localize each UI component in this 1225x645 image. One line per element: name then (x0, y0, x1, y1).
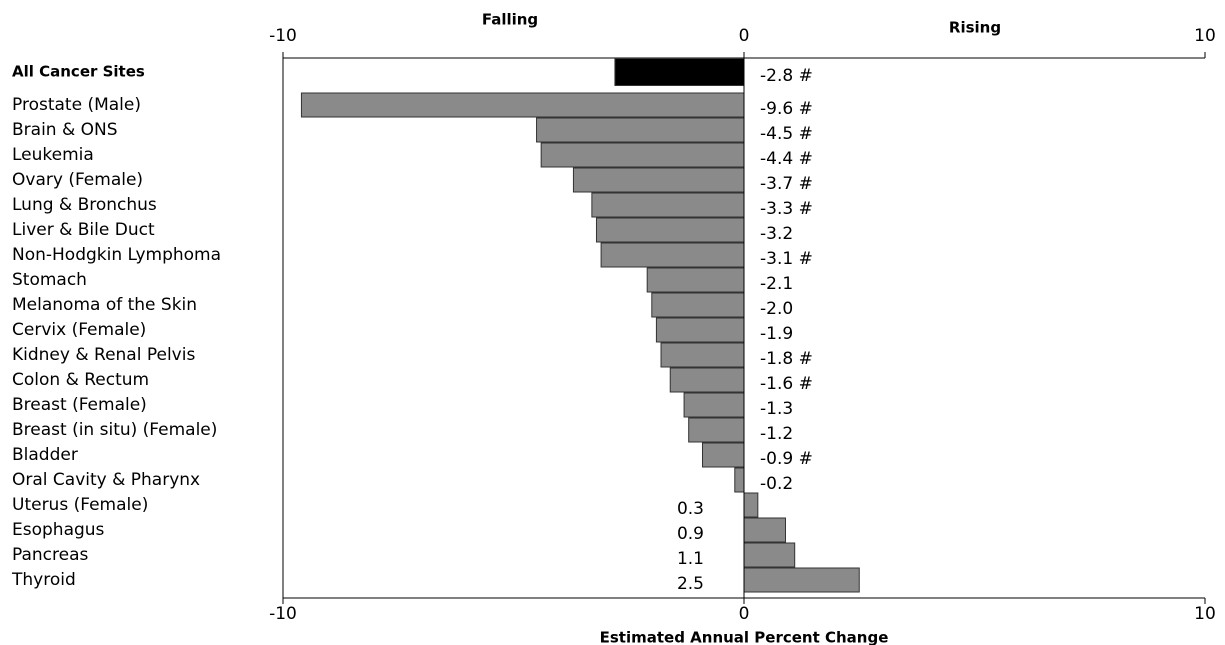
category-label: Stomach (12, 270, 87, 290)
bar (743, 517, 786, 543)
value-label: -1.9 (760, 324, 793, 344)
value-label: -3.2 (760, 224, 793, 244)
category-label: Thyroid (11, 570, 76, 590)
bar (600, 242, 745, 268)
category-label: Colon & Rectum (12, 370, 149, 390)
category-label: All Cancer Sites (12, 63, 145, 81)
category-label: Breast (Female) (12, 395, 147, 415)
bar (660, 342, 745, 368)
value-label: 0.9 (677, 524, 704, 544)
value-label: 2.5 (677, 574, 704, 594)
category-label: Melanoma of the Skin (12, 295, 197, 315)
category-label: Leukemia (12, 145, 94, 165)
bar (743, 542, 796, 568)
bar (688, 417, 745, 443)
value-label: -4.5 # (760, 124, 813, 144)
value-label: -1.2 (760, 424, 793, 444)
value-label: -0.2 (760, 474, 793, 494)
category-label: Prostate (Male) (12, 95, 141, 115)
category-label: Cervix (Female) (12, 320, 146, 340)
x-tick-label: -10 (269, 26, 297, 46)
bar (669, 367, 745, 393)
bar (743, 492, 759, 518)
category-label: Breast (in situ) (Female) (12, 420, 217, 440)
value-label: 0.3 (677, 499, 704, 519)
bar (595, 217, 745, 243)
category-label: Bladder (12, 445, 78, 465)
bar (651, 292, 745, 318)
bar (683, 392, 745, 418)
value-label: -9.6 # (760, 99, 813, 119)
category-label: Brain & ONS (12, 120, 118, 140)
value-label: -3.1 # (760, 249, 813, 269)
category-label: Non-Hodgkin Lymphoma (12, 245, 221, 265)
x-tick-label: 0 (739, 26, 750, 46)
category-label: Liver & Bile Duct (12, 220, 155, 240)
bar (646, 267, 745, 293)
category-label: Pancreas (12, 545, 89, 565)
value-label: -1.6 # (760, 374, 813, 394)
bar (734, 467, 745, 493)
x-tick-label: 0 (739, 604, 750, 624)
bar (591, 192, 745, 218)
bar (743, 567, 860, 593)
left-heading: Falling (482, 11, 538, 29)
value-label: -1.3 (760, 399, 793, 419)
value-label: -0.9 # (760, 449, 813, 469)
value-label: -3.7 # (760, 174, 813, 194)
value-label: 1.1 (677, 549, 704, 569)
bar (540, 142, 745, 168)
bar (572, 167, 745, 193)
bar (702, 442, 745, 468)
value-label: -2.8 # (760, 66, 813, 86)
value-label: -2.1 (760, 274, 793, 294)
x-tick-label: 10 (1194, 604, 1216, 624)
x-tick-label: 10 (1194, 26, 1216, 46)
bar (655, 317, 745, 343)
value-label: -3.3 # (760, 199, 813, 219)
value-label: -1.8 # (760, 349, 813, 369)
bar (536, 117, 745, 143)
value-label: -2.0 (760, 299, 793, 319)
category-label: Esophagus (12, 520, 105, 540)
category-label: Uterus (Female) (12, 495, 148, 515)
category-label: Lung & Bronchus (12, 195, 157, 215)
category-label: Oral Cavity & Pharynx (12, 470, 200, 490)
value-label: -4.4 # (760, 149, 813, 169)
bar (300, 92, 745, 118)
x-axis-label: Estimated Annual Percent Change (600, 629, 889, 645)
category-label: Kidney & Renal Pelvis (12, 345, 195, 365)
category-label: Ovary (Female) (12, 170, 143, 190)
x-tick-label: -10 (269, 604, 297, 624)
right-heading: Rising (949, 19, 1001, 37)
bar (614, 58, 745, 86)
